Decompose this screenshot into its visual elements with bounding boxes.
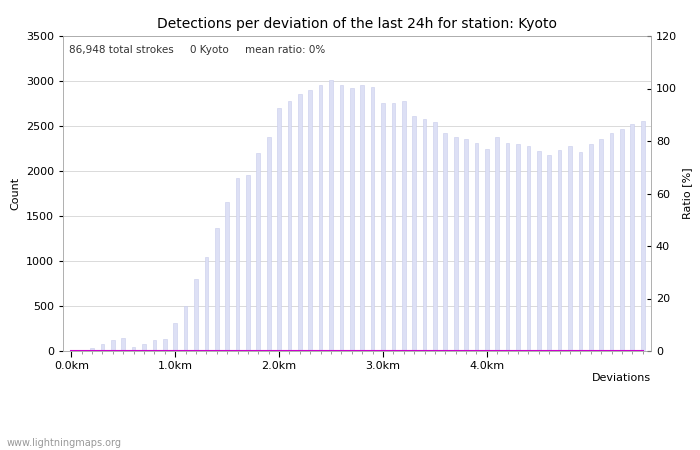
Bar: [225, 202, 229, 351]
Bar: [153, 340, 156, 351]
Bar: [506, 143, 510, 351]
Bar: [350, 88, 354, 351]
Bar: [360, 86, 364, 351]
Bar: [620, 129, 624, 351]
Bar: [496, 137, 499, 351]
Bar: [485, 149, 489, 351]
Bar: [329, 80, 332, 351]
Bar: [412, 116, 416, 351]
Bar: [610, 133, 613, 351]
Bar: [402, 101, 405, 351]
Bar: [256, 153, 260, 351]
Title: Detections per deviation of the last 24h for station: Kyoto: Detections per deviation of the last 24h…: [157, 17, 557, 31]
Bar: [277, 108, 281, 351]
Y-axis label: Count: Count: [10, 177, 20, 210]
Bar: [464, 140, 468, 351]
Bar: [194, 279, 198, 351]
Bar: [475, 143, 478, 351]
Bar: [641, 121, 645, 351]
Bar: [309, 90, 312, 351]
Bar: [80, 350, 83, 351]
Bar: [516, 144, 520, 351]
Bar: [298, 94, 302, 351]
Bar: [90, 348, 94, 351]
Bar: [568, 146, 572, 351]
Bar: [101, 344, 104, 351]
Bar: [288, 101, 291, 351]
Bar: [132, 346, 136, 351]
Bar: [246, 176, 250, 351]
Text: Deviations: Deviations: [592, 373, 651, 383]
Bar: [631, 124, 634, 351]
Bar: [340, 85, 343, 351]
Text: www.lightningmaps.org: www.lightningmaps.org: [7, 438, 122, 448]
Bar: [444, 133, 447, 351]
Y-axis label: Ratio [%]: Ratio [%]: [682, 168, 692, 219]
Bar: [547, 155, 551, 351]
Bar: [174, 323, 177, 351]
Bar: [121, 338, 125, 351]
Bar: [371, 87, 374, 351]
Bar: [163, 339, 167, 351]
Bar: [599, 140, 603, 351]
Bar: [204, 256, 208, 351]
Bar: [236, 178, 239, 351]
Bar: [318, 85, 323, 351]
Bar: [433, 122, 437, 351]
Bar: [558, 150, 561, 351]
Bar: [391, 104, 395, 351]
Bar: [215, 228, 218, 351]
Bar: [578, 152, 582, 351]
Bar: [454, 137, 458, 351]
Bar: [111, 340, 115, 351]
Text: 86,948 total strokes     0 Kyoto     mean ratio: 0%: 86,948 total strokes 0 Kyoto mean ratio:…: [69, 45, 325, 55]
Bar: [184, 306, 188, 351]
Bar: [537, 151, 540, 351]
Bar: [526, 146, 530, 351]
Bar: [382, 104, 385, 351]
Bar: [423, 119, 426, 351]
Bar: [589, 144, 593, 351]
Bar: [142, 344, 146, 351]
Bar: [267, 137, 270, 351]
